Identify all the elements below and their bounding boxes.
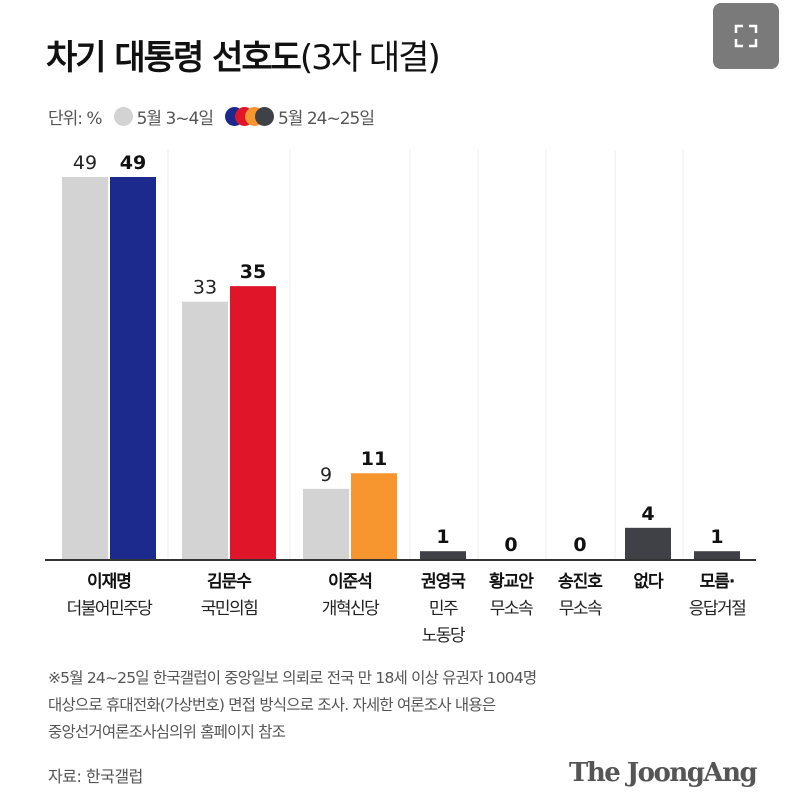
unit-label: 단위: % [48, 109, 103, 129]
bar-new [694, 551, 740, 559]
footnote-line: 대상으로 휴대전화(가상번호) 면접 방식으로 조사. 자세한 여론조사 내용은 [48, 696, 496, 714]
brand-logo: The JoongAng [569, 758, 758, 788]
legend-swatch-old [113, 107, 133, 126]
party-label: 민주 [429, 599, 458, 619]
legend-swatch-new [224, 107, 274, 126]
category-label: 없다 [633, 572, 664, 592]
category-label: 모름· [700, 572, 735, 592]
bar-new [420, 551, 466, 559]
legend: 단위: % 5월 3~4일 5월 24~25일 [48, 104, 375, 129]
value-label-new: 0 [504, 534, 517, 556]
chart-title: 차기 대통령 선호도(3자 대결) [46, 30, 441, 79]
category-label: 이재명 [87, 572, 131, 592]
value-label-old: 33 [193, 277, 217, 299]
value-label-new: 4 [641, 503, 654, 525]
source-label: 자료: 한국갤럽 [48, 767, 143, 786]
legend-label-new: 5월 24~25일 [277, 109, 375, 129]
value-label-new: 1 [710, 526, 723, 548]
party-label: 무소속 [490, 599, 533, 619]
party-label: 더불어민주당 [67, 599, 154, 619]
value-label-new: 35 [240, 261, 266, 283]
bar-new [625, 527, 671, 559]
fullscreen-icon [734, 24, 758, 48]
title-sub: (3자 대결) [299, 38, 441, 78]
category-label: 황교안 [489, 572, 534, 592]
legend-label-old: 5월 3~4일 [136, 109, 214, 129]
party-label: 무소속 [559, 599, 602, 619]
footnote: ※5월 24~25일 한국갤럽이 중앙일보 의뢰로 전국 만 18세 이상 유권… [48, 665, 537, 746]
party-label: 개혁신당 [322, 599, 380, 619]
bar-old [62, 177, 108, 559]
category-label: 김문수 [207, 572, 252, 592]
title-main: 차기 대통령 선호도 [46, 38, 302, 78]
value-label-new: 1 [436, 526, 449, 548]
bar-new [110, 177, 156, 559]
bar-old [182, 301, 228, 559]
party-label: 노동당 [422, 626, 466, 646]
bar-old [303, 488, 349, 559]
value-label-old: 49 [73, 152, 97, 174]
footnote-line: ※5월 24~25일 한국갤럽이 중앙일보 의뢰로 전국 만 18세 이상 유권… [48, 669, 537, 687]
value-label-old: 9 [320, 464, 332, 486]
party-label: 국민의힘 [201, 599, 258, 619]
footnote-line: 중앙선거여론조사심의위 홈페이지 참조 [48, 723, 286, 741]
category-label: 송진호 [558, 572, 603, 592]
value-label-new: 11 [361, 448, 387, 470]
party-label: 응답거절 [689, 599, 746, 619]
category-label: 권영국 [421, 572, 466, 592]
bar-new [230, 286, 276, 559]
value-label-new: 0 [573, 534, 586, 556]
bar-new [351, 473, 397, 559]
category-label: 이준석 [328, 572, 372, 592]
expand-button[interactable] [713, 3, 779, 69]
value-label-new: 49 [120, 152, 146, 174]
